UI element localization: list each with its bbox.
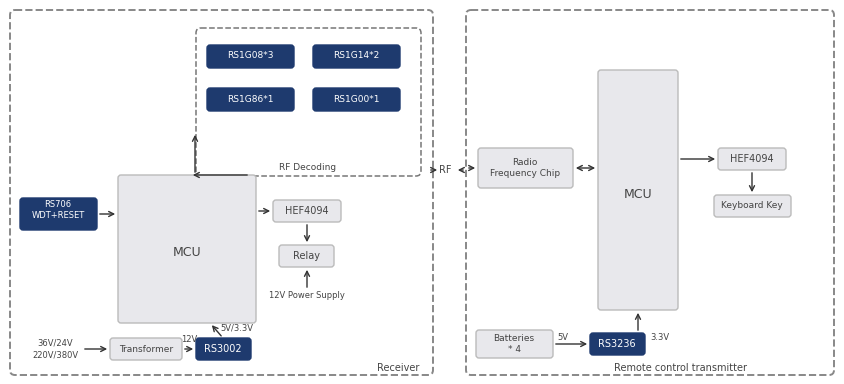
FancyBboxPatch shape (110, 338, 182, 360)
Text: RS3236: RS3236 (598, 339, 636, 349)
Text: MCU: MCU (624, 189, 652, 202)
Text: Receiver: Receiver (376, 363, 419, 373)
FancyBboxPatch shape (478, 148, 573, 188)
Text: Relay: Relay (294, 251, 321, 261)
Text: HEF4094: HEF4094 (285, 206, 329, 216)
FancyBboxPatch shape (118, 175, 256, 323)
Text: RS1G86*1: RS1G86*1 (227, 94, 273, 104)
Text: RF: RF (439, 165, 452, 175)
Text: Batteries
* 4: Batteries * 4 (494, 334, 534, 354)
FancyBboxPatch shape (273, 200, 341, 222)
Text: RS3002: RS3002 (204, 344, 242, 354)
Text: 36V/24V
220V/380V: 36V/24V 220V/380V (32, 339, 78, 359)
FancyBboxPatch shape (313, 45, 400, 68)
Text: 12V: 12V (181, 336, 197, 344)
Text: 5V: 5V (558, 333, 569, 341)
Text: Keyboard Key: Keyboard Key (721, 202, 783, 210)
Text: MCU: MCU (173, 245, 202, 258)
Text: 5V/3.3V: 5V/3.3V (220, 323, 253, 333)
FancyBboxPatch shape (196, 338, 251, 360)
FancyBboxPatch shape (598, 70, 678, 310)
FancyBboxPatch shape (207, 45, 294, 68)
Text: RS1G08*3: RS1G08*3 (227, 51, 273, 61)
Text: RS1G14*2: RS1G14*2 (333, 51, 379, 61)
Text: HEF4094: HEF4094 (730, 154, 774, 164)
FancyBboxPatch shape (714, 195, 791, 217)
Text: RF Decoding: RF Decoding (279, 164, 337, 172)
Text: Remote control transmitter: Remote control transmitter (614, 363, 746, 373)
FancyBboxPatch shape (313, 88, 400, 111)
FancyBboxPatch shape (279, 245, 334, 267)
Text: 12V Power Supply: 12V Power Supply (269, 291, 345, 301)
Text: RS1G00*1: RS1G00*1 (333, 94, 379, 104)
FancyBboxPatch shape (718, 148, 786, 170)
Text: Transformer: Transformer (119, 344, 173, 354)
FancyBboxPatch shape (20, 198, 97, 230)
FancyBboxPatch shape (207, 88, 294, 111)
Text: Radio
Frequency Chip: Radio Frequency Chip (490, 157, 560, 179)
Text: 3.3V: 3.3V (651, 333, 669, 341)
FancyBboxPatch shape (590, 333, 645, 355)
Text: RS706
WDT+RESET: RS706 WDT+RESET (31, 200, 84, 220)
FancyBboxPatch shape (476, 330, 553, 358)
